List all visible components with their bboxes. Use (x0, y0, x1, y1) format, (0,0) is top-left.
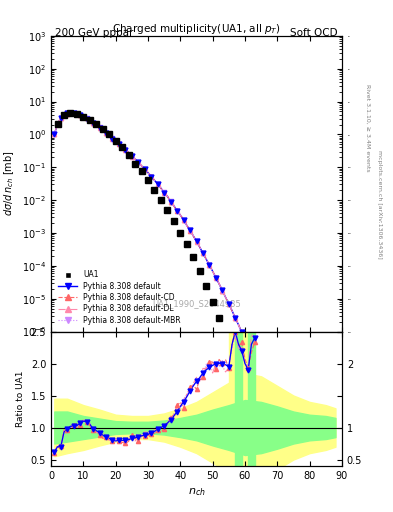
Bar (242, 332, 248, 466)
Y-axis label: Ratio to UA1: Ratio to UA1 (16, 371, 25, 427)
Text: mcplots.cern.ch [arXiv:1306.3436]: mcplots.cern.ch [arXiv:1306.3436] (377, 151, 382, 259)
Bar (235, 332, 242, 466)
Text: Rivet 3.1.10, ≥ 3.4M events: Rivet 3.1.10, ≥ 3.4M events (365, 84, 370, 172)
Text: 200 GeV ppbar: 200 GeV ppbar (55, 28, 133, 38)
Legend: UA1, Pythia 8.308 default, Pythia 8.308 default-CD, Pythia 8.308 default-DL, Pyt: UA1, Pythia 8.308 default, Pythia 8.308 … (55, 267, 184, 328)
X-axis label: $n_{ch}$: $n_{ch}$ (187, 486, 206, 498)
Text: UA1_1990_S2044935: UA1_1990_S2044935 (152, 299, 241, 308)
Title: Charged multiplicity(UA1, all $p_T$): Charged multiplicity(UA1, all $p_T$) (112, 22, 281, 36)
Bar (248, 332, 255, 466)
Text: Soft QCD: Soft QCD (290, 28, 338, 38)
Y-axis label: $d\sigma/d\,n_{ch}$ [mb]: $d\sigma/d\,n_{ch}$ [mb] (3, 151, 17, 217)
Bar (229, 332, 235, 466)
